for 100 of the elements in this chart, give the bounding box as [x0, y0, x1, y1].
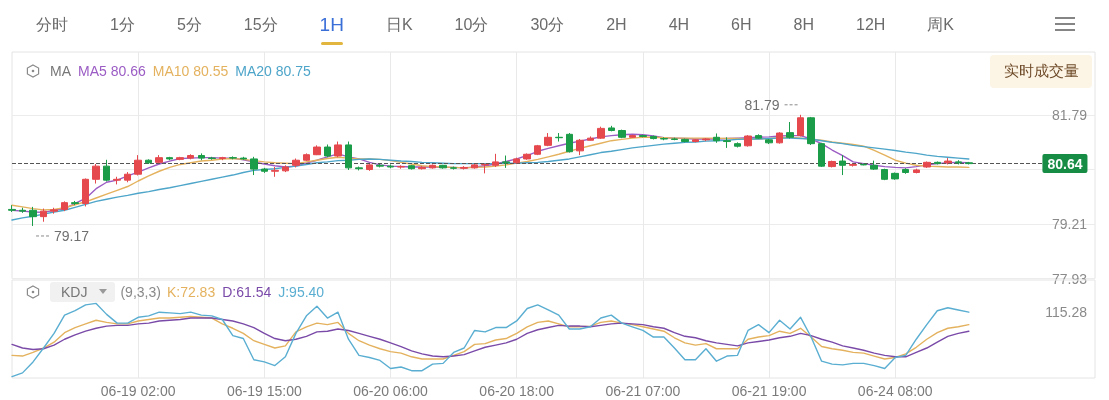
series-label: J:95.40	[278, 282, 325, 302]
x-tick-label: 06-19 15:00	[226, 383, 302, 399]
candlestick	[187, 153, 194, 160]
candlestick	[692, 138, 699, 143]
candlestick	[429, 163, 436, 170]
candlestick	[198, 152, 205, 161]
text: 1H	[319, 14, 344, 35]
text: 6H	[731, 15, 752, 35]
candlestick	[944, 157, 952, 165]
candlestick	[849, 163, 857, 168]
candlestick	[345, 141, 352, 171]
series-label: K:72.83	[166, 282, 216, 302]
candlestick	[650, 135, 657, 140]
candlestick	[219, 156, 226, 161]
candlestick	[828, 160, 836, 168]
candlestick	[366, 163, 373, 172]
candlestick	[113, 176, 121, 185]
candlestick	[334, 141, 342, 158]
x-tick-label: 06-21 07:00	[605, 383, 681, 399]
candlestick	[639, 134, 647, 138]
candlestick	[397, 164, 405, 170]
candlestick	[671, 137, 678, 141]
candlestick	[765, 138, 773, 145]
candlestick	[618, 129, 626, 139]
candlestick	[387, 163, 394, 169]
button: 实时成交量	[990, 55, 1092, 88]
candlestick	[955, 159, 962, 165]
text: 5分	[176, 15, 202, 35]
y-tick-label: 79.21	[1051, 216, 1088, 233]
x-tick-label: 06-24 08:00	[857, 383, 933, 399]
candlestick	[250, 156, 258, 176]
y-tick-label: 77.93	[1051, 270, 1088, 287]
candlestick	[776, 131, 783, 145]
candlestick	[713, 132, 720, 144]
candlestick	[839, 154, 846, 176]
x-tick-label: 06-20 06:00	[353, 383, 429, 399]
candlestick	[934, 160, 941, 165]
candlestick	[481, 163, 489, 174]
candlestick	[450, 166, 457, 171]
candlestick	[702, 137, 710, 142]
candlestick	[492, 153, 499, 168]
candlestick	[313, 144, 321, 156]
text: MA10 80.55	[152, 61, 229, 81]
candlestick	[71, 200, 79, 206]
candlestick	[513, 157, 520, 165]
candlestick	[124, 171, 131, 183]
annotation: 79.17	[54, 227, 90, 244]
candlestick	[240, 156, 247, 161]
candlestick	[913, 168, 920, 174]
ref-line-label: 80.64	[1047, 155, 1083, 172]
candlestick	[40, 208, 47, 223]
legend-title: KDJ	[61, 282, 88, 302]
candlestick	[660, 136, 668, 141]
text: 分时	[36, 15, 68, 35]
candlestick	[734, 141, 741, 148]
candlestick	[555, 132, 563, 143]
dropdown: KDJ	[50, 281, 116, 302]
candlestick	[629, 134, 636, 139]
candlestick	[61, 200, 68, 212]
candlestick	[576, 138, 584, 156]
candlestick	[19, 207, 26, 214]
candlestick	[176, 156, 184, 161]
series-label: D:61.54	[222, 282, 272, 302]
candlestick	[355, 166, 363, 171]
candlestick	[755, 133, 762, 140]
candlestick	[544, 132, 552, 147]
candlestick	[471, 163, 478, 170]
text: 4H	[668, 15, 690, 35]
candlestick	[523, 152, 531, 161]
candlestick	[681, 138, 689, 143]
text: 周K	[927, 15, 955, 35]
candlestick	[103, 159, 110, 182]
candlestick	[902, 167, 909, 175]
candlestick	[965, 161, 973, 165]
candlestick	[145, 158, 152, 165]
x-tick-label: 06-19 02:00	[100, 383, 176, 399]
candlestick	[597, 126, 605, 140]
text: 2H	[606, 15, 627, 35]
candlestick	[870, 160, 878, 171]
candlestick	[418, 165, 426, 171]
candlestick	[8, 204, 16, 213]
candlestick	[29, 206, 37, 227]
candlestick	[566, 132, 573, 154]
candlestick	[460, 165, 468, 171]
candlestick	[155, 154, 163, 164]
candlestick	[50, 207, 58, 215]
candlestick	[271, 166, 279, 178]
text: 30分	[530, 15, 565, 35]
candlestick	[587, 135, 594, 142]
candlestick	[786, 121, 794, 140]
text: 10分	[454, 15, 489, 35]
text: 1分	[110, 15, 135, 35]
candlestick	[134, 154, 142, 176]
candlestick	[807, 116, 815, 146]
candlestick	[534, 144, 541, 156]
candlestick	[92, 163, 100, 185]
text: MA20 80.75	[235, 61, 311, 81]
candlestick	[303, 152, 310, 162]
candlestick	[82, 177, 89, 207]
candlestick	[502, 155, 510, 169]
